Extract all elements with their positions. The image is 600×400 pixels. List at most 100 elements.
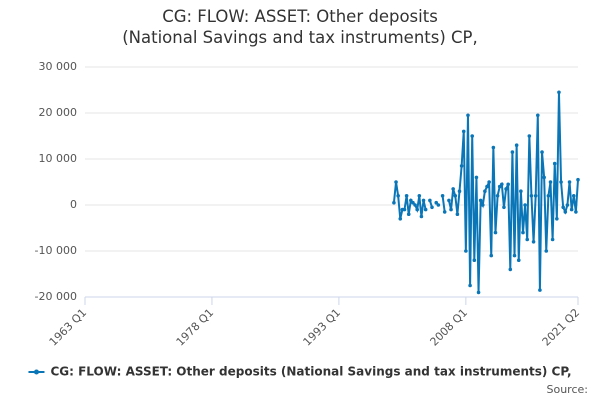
point [489, 253, 494, 258]
point [394, 180, 398, 184]
point [506, 182, 510, 187]
point [557, 90, 561, 95]
point [552, 161, 557, 166]
point [478, 198, 483, 203]
point [413, 203, 417, 207]
point [535, 113, 540, 118]
point [466, 113, 470, 118]
point [567, 180, 572, 184]
y-tick-label: -20 000 [35, 290, 77, 303]
point [451, 187, 455, 191]
point [449, 207, 453, 212]
point [464, 249, 468, 253]
point [419, 214, 424, 219]
point [491, 145, 496, 150]
point [546, 194, 551, 198]
point [440, 194, 445, 198]
point [559, 180, 563, 184]
point [442, 210, 447, 214]
point [544, 249, 549, 253]
point [508, 267, 513, 272]
point [542, 175, 546, 180]
point [500, 182, 504, 187]
chart-title: CG: FLOW: ASSET: Other deposits (National… [122, 7, 478, 47]
legend-marker [33, 369, 39, 375]
point [455, 212, 460, 216]
point [502, 205, 506, 210]
y-tick-label: 0 [70, 198, 77, 211]
point [409, 198, 413, 203]
point [519, 189, 523, 193]
point [396, 194, 400, 198]
point [493, 230, 498, 235]
point [406, 212, 411, 216]
point [423, 207, 428, 212]
x-tick-label: 2021 Q2 [540, 306, 583, 349]
point [487, 180, 491, 184]
point [483, 189, 487, 193]
point [540, 150, 544, 154]
point [461, 129, 466, 134]
point [447, 198, 451, 203]
y-tick-label: 20 000 [39, 106, 78, 119]
legend-label: CG: FLOW: ASSET: Other deposits (Nationa… [50, 365, 571, 379]
point [417, 194, 422, 198]
point [571, 194, 576, 198]
point [468, 283, 472, 288]
point [474, 175, 479, 180]
point [495, 194, 500, 198]
point [514, 143, 519, 147]
point [550, 237, 555, 242]
point [480, 203, 485, 207]
point [548, 180, 553, 184]
legend-item: CG: FLOW: ASSET: Other deposits (Nationa… [28, 365, 572, 379]
point [529, 194, 534, 198]
point [576, 177, 580, 182]
point [404, 194, 409, 198]
point [561, 205, 565, 210]
point [527, 134, 532, 138]
point [398, 217, 403, 221]
x-tick-label: 1978 Q1 [174, 306, 217, 349]
point [510, 150, 515, 154]
point [428, 198, 432, 203]
point [565, 203, 570, 207]
point [525, 237, 530, 242]
point [436, 203, 441, 207]
point [497, 184, 502, 189]
point [434, 200, 439, 205]
point [457, 189, 462, 193]
y-tick-label: 30 000 [39, 60, 78, 73]
point [453, 194, 458, 198]
source: Source: [547, 383, 589, 396]
point [512, 253, 517, 258]
point [415, 207, 419, 212]
point [533, 194, 538, 198]
x-tick-label: 2008 Q1 [428, 306, 471, 349]
x-tick-label: 1963 Q1 [47, 306, 90, 349]
point [523, 203, 527, 207]
point [470, 134, 475, 138]
point [476, 290, 481, 295]
x-tick-label: 1993 Q1 [301, 306, 344, 349]
point [538, 288, 542, 292]
y-tick-label: -10 000 [35, 244, 77, 257]
point [563, 210, 568, 214]
point [555, 217, 559, 221]
point [504, 187, 508, 191]
point [485, 184, 489, 189]
point [516, 258, 521, 263]
point [459, 164, 464, 168]
point [430, 205, 434, 210]
point [411, 200, 415, 205]
point [574, 210, 578, 214]
point [472, 258, 477, 263]
y-tick-label: 10 000 [39, 152, 78, 165]
point [521, 230, 525, 235]
point [421, 198, 426, 203]
point [569, 207, 574, 212]
point [531, 240, 536, 244]
point [402, 207, 407, 212]
point [392, 200, 396, 205]
